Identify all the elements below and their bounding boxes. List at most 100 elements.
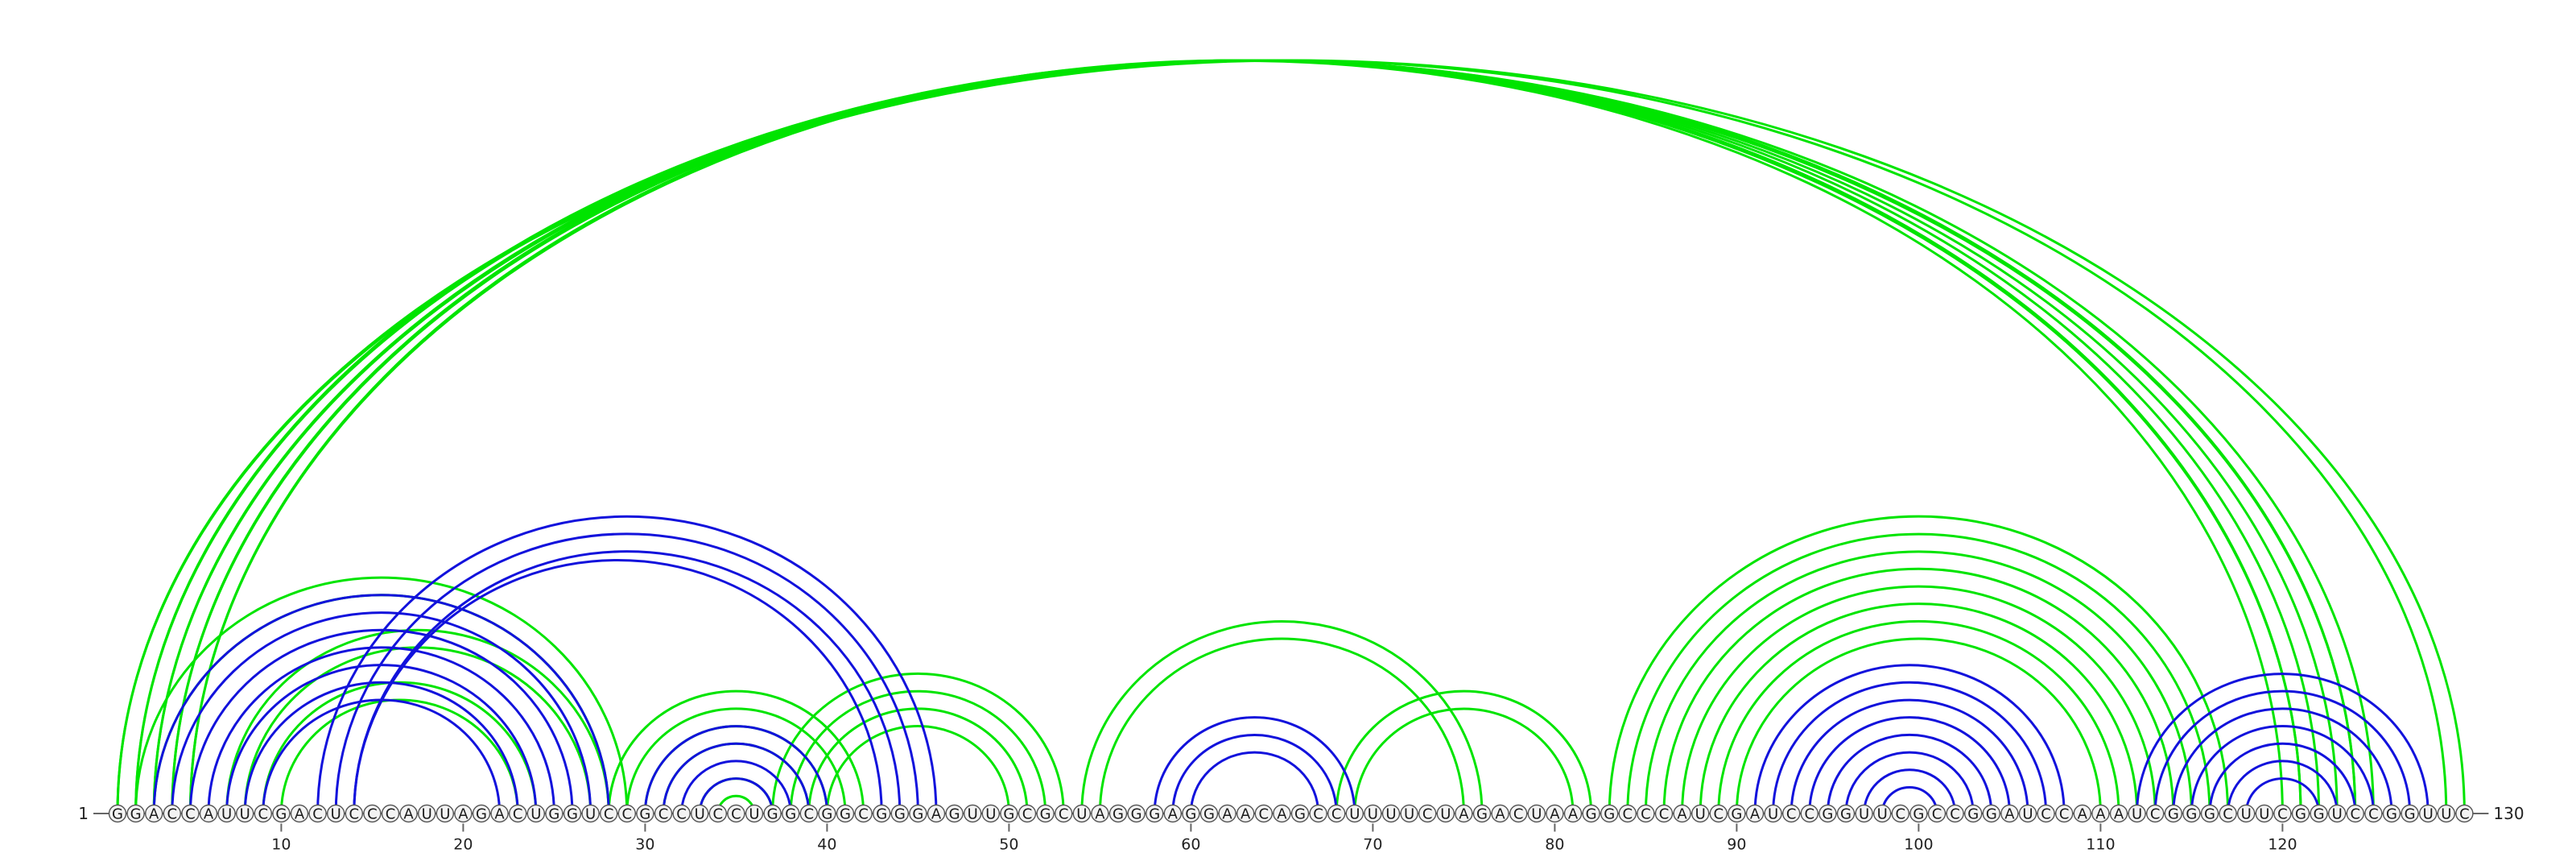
nucleotide-circle bbox=[1036, 804, 1055, 823]
nucleotide-circle bbox=[2346, 804, 2365, 823]
nucleotide-32: C bbox=[672, 804, 691, 823]
nucleotide-circle bbox=[1673, 804, 1691, 823]
nucleotide-circle bbox=[2200, 804, 2219, 823]
nucleotide-68: C bbox=[1327, 804, 1346, 823]
nucleotide-letter: G bbox=[840, 806, 851, 823]
nucleotide-letter: G bbox=[112, 806, 123, 823]
nucleotide-circle bbox=[2073, 804, 2092, 823]
nucleotide-59: A bbox=[1163, 804, 1183, 823]
nucleotide-99: C bbox=[1891, 804, 1910, 823]
nucleotide-91: A bbox=[1745, 804, 1765, 823]
nucleotide-62: A bbox=[1218, 804, 1236, 823]
green-arc-69-81 bbox=[1353, 707, 1575, 814]
sequence-start-label: 1 bbox=[78, 804, 89, 823]
nucleotide-circle bbox=[581, 804, 600, 823]
nucleotide-circle bbox=[963, 804, 982, 823]
green-arc-86-114 bbox=[1662, 567, 2175, 814]
nucleotide-circle bbox=[672, 804, 691, 823]
nucleotide-letter: U bbox=[1768, 806, 1778, 823]
nucleotide-letter: A bbox=[931, 806, 942, 823]
nucleotide-letter: G bbox=[2314, 806, 2325, 823]
tick-label-100: 100 bbox=[1904, 836, 1933, 854]
nucleotide-letter: U bbox=[530, 806, 541, 823]
nucleotide-24: U bbox=[526, 804, 545, 823]
nucleotide-circle bbox=[2128, 804, 2146, 823]
nucleotide-circle bbox=[1345, 804, 1364, 823]
nucleotide-96: G bbox=[1836, 804, 1856, 823]
nucleotide-86: C bbox=[1654, 804, 1674, 823]
green-arc-68-82 bbox=[1335, 689, 1593, 814]
nucleotide-66: G bbox=[1290, 804, 1310, 823]
green-arc-55-75 bbox=[1098, 637, 1465, 814]
nucleotide-circle bbox=[436, 804, 454, 823]
tick-label-110: 110 bbox=[2086, 836, 2115, 854]
nucleotide-letter: G bbox=[1476, 806, 1488, 823]
nucleotide-54: U bbox=[1072, 804, 1092, 823]
nucleotide-87: A bbox=[1673, 804, 1691, 823]
nucleotide-104: G bbox=[1982, 804, 2001, 823]
nucleotide-circle bbox=[1018, 804, 1037, 823]
nucleotide-circle bbox=[2382, 804, 2401, 823]
green-arc-87-113 bbox=[1681, 585, 2157, 814]
nucleotide-29: C bbox=[617, 804, 636, 823]
nucleotide-71: U bbox=[1381, 804, 1401, 823]
nucleotide-letter: G bbox=[1203, 806, 1215, 823]
nucleotide-letter: G bbox=[1986, 806, 1997, 823]
nucleotide-circle bbox=[2018, 804, 2037, 823]
nucleotide-letter: C bbox=[858, 806, 869, 823]
nucleotide-letter: G bbox=[1003, 806, 1014, 823]
nucleotide-114: G bbox=[2164, 804, 2183, 823]
sequence-end-label: 130 bbox=[2493, 804, 2524, 823]
nucleotide-circle bbox=[2037, 804, 2055, 823]
nucleotide-circle bbox=[1745, 804, 1765, 823]
nucleotide-letter: G bbox=[130, 806, 142, 823]
nucleotide-letter: U bbox=[749, 806, 759, 823]
nucleotide-circle bbox=[1618, 804, 1637, 823]
nucleotide-106: U bbox=[2018, 804, 2037, 823]
nucleotide-circle bbox=[1199, 804, 1219, 823]
nucleotide-letter: G bbox=[1149, 806, 1160, 823]
nucleotide-letter: G bbox=[767, 806, 778, 823]
nucleotide-letter: C bbox=[1313, 806, 1323, 823]
nucleotide-letter: C bbox=[713, 806, 724, 823]
nucleotide-letter: C bbox=[2059, 806, 2070, 823]
nucleotide-circle bbox=[1909, 804, 1928, 823]
nucleotide-letter: G bbox=[2386, 806, 2397, 823]
nucleotide-letter: A bbox=[458, 806, 469, 823]
nucleotide-circle bbox=[1781, 804, 1801, 823]
nucleotide-letter: G bbox=[2295, 806, 2306, 823]
nucleotide-circle bbox=[2054, 804, 2074, 823]
nucleotide-letter: G bbox=[2204, 806, 2215, 823]
nucleotide-118: U bbox=[2236, 804, 2256, 823]
nucleotide-3: A bbox=[144, 804, 163, 823]
nucleotide-109: A bbox=[2073, 804, 2092, 823]
nucleotide-circle bbox=[2310, 804, 2328, 823]
nucleotide-circle bbox=[217, 804, 236, 823]
nucleotide-circle bbox=[1963, 804, 1983, 823]
nucleotide-letter: C bbox=[386, 806, 396, 823]
nucleotide-letter: U bbox=[1404, 806, 1414, 823]
nucleotide-23: C bbox=[509, 804, 527, 823]
nucleotide-letter: A bbox=[2114, 806, 2124, 823]
nucleotide-5: C bbox=[181, 804, 200, 823]
nucleotide-circle bbox=[199, 804, 218, 823]
nucleotide-letter: C bbox=[731, 806, 741, 823]
nucleotide-56: G bbox=[1108, 804, 1128, 823]
tick-label-80: 80 bbox=[1545, 836, 1564, 854]
nucleotide-letter: C bbox=[185, 806, 196, 823]
nucleotide-circle bbox=[2000, 804, 2019, 823]
nucleotide-letter: U bbox=[1076, 806, 1087, 823]
nucleotide-circle bbox=[1836, 804, 1856, 823]
nucleotide-letter: A bbox=[2095, 806, 2106, 823]
nucleotide-letter: G bbox=[1967, 806, 1979, 823]
nucleotide-37: G bbox=[763, 804, 782, 823]
nucleotide-letter: G bbox=[2405, 806, 2416, 823]
nucleotide-44: G bbox=[890, 804, 910, 823]
blue-arc-13-45 bbox=[334, 532, 919, 814]
nucleotide-circle bbox=[1309, 804, 1327, 823]
tick-label-60: 60 bbox=[1181, 836, 1200, 854]
nucleotide-circle bbox=[836, 804, 855, 823]
nucleotide-22: A bbox=[490, 804, 509, 823]
nucleotide-letter: A bbox=[1241, 806, 1251, 823]
nucleotide-34: C bbox=[708, 804, 727, 823]
